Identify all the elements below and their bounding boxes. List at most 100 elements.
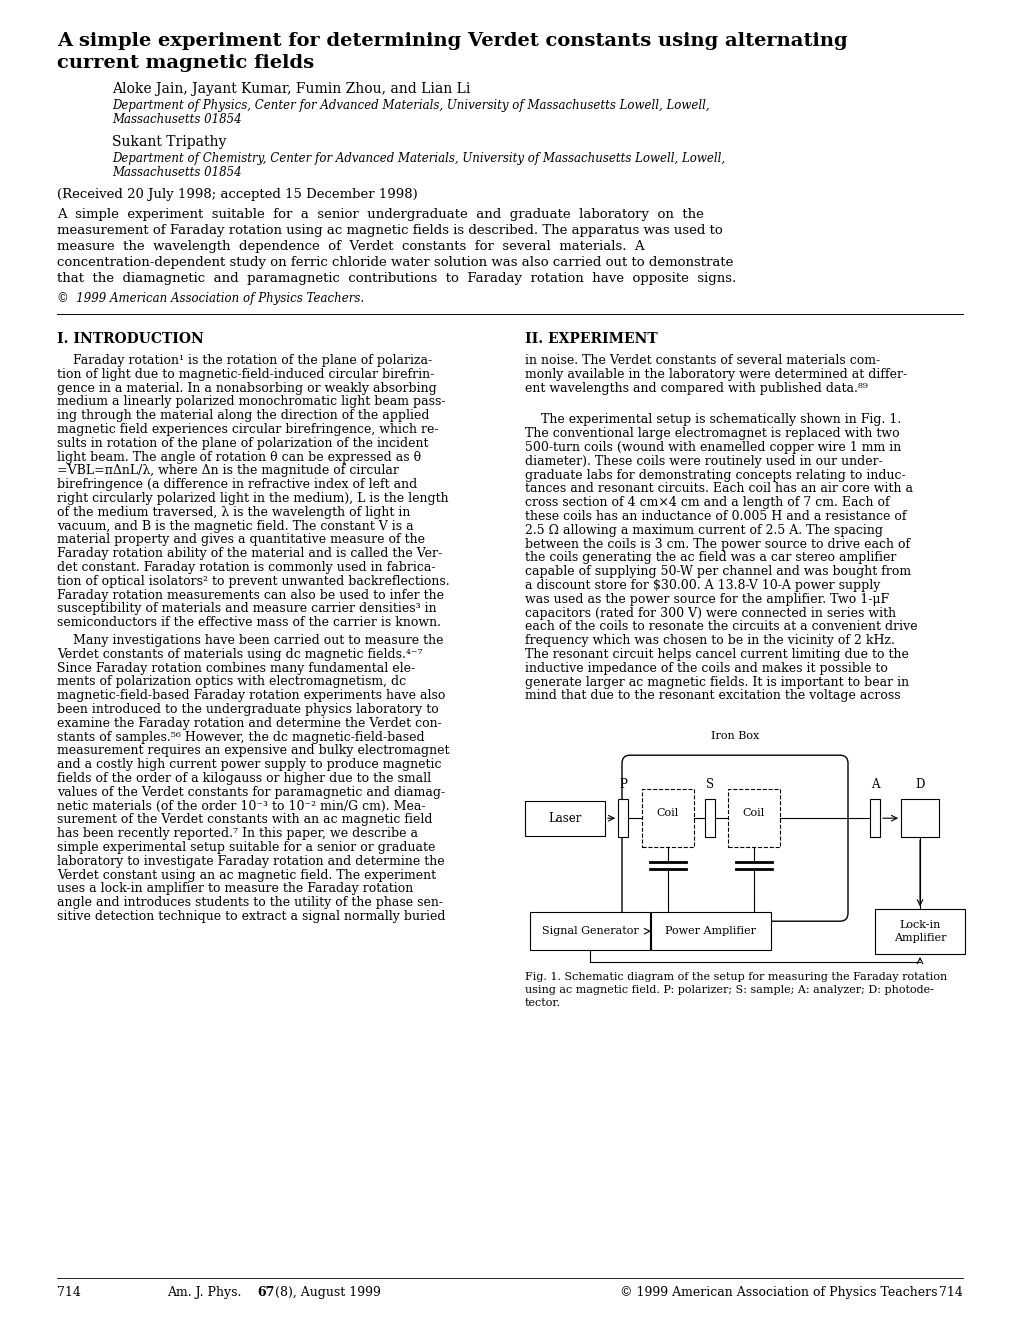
Bar [869, 799, 879, 837]
Text: mind that due to the resonant excitation the voltage across: mind that due to the resonant excitation… [525, 689, 900, 702]
Text: susceptibility of materials and measure carrier densities³ in: susceptibility of materials and measure … [57, 602, 436, 615]
Text: stants of samples.⁵⁶ However, the dc magnetic-field-based: stants of samples.⁵⁶ However, the dc mag… [57, 730, 424, 743]
Text: fields of the order of a kilogauss or higher due to the small: fields of the order of a kilogauss or hi… [57, 772, 431, 785]
Text: Sukant Tripathy: Sukant Tripathy [112, 135, 226, 149]
Text: Coil: Coil [656, 808, 679, 818]
Text: the coils generating the ac field was a car stereo amplifier: the coils generating the ac field was a … [525, 552, 896, 565]
Text: each of the coils to resonate the circuits at a convenient drive: each of the coils to resonate the circui… [525, 620, 917, 634]
Text: (8), August 1999: (8), August 1999 [271, 1286, 380, 1299]
Text: vacuum, and B is the magnetic field. The constant V is a: vacuum, and B is the magnetic field. The… [57, 520, 414, 532]
Text: and a costly high current power supply to produce magnetic: and a costly high current power supply t… [57, 758, 441, 771]
Text: that  the  diamagnetic  and  paramagnetic  contributions  to  Faraday  rotation : that the diamagnetic and paramagnetic co… [57, 272, 736, 285]
Bar [728, 789, 780, 847]
Text: was used as the power source for the amplifier. Two 1-μF: was used as the power source for the amp… [525, 593, 889, 606]
Text: has been recently reported.⁷ In this paper, we describe a: has been recently reported.⁷ In this pap… [57, 828, 418, 841]
Text: measure  the  wavelength  dependence  of  Verdet  constants  for  several  mater: measure the wavelength dependence of Ver… [57, 240, 644, 253]
Text: det constant. Faraday rotation is commonly used in fabrica-: det constant. Faraday rotation is common… [57, 561, 435, 574]
Text: a discount store for $30.00. A 13.8-V 10-A power supply: a discount store for $30.00. A 13.8-V 10… [525, 579, 879, 591]
Text: in noise. The Verdet constants of several materials com-: in noise. The Verdet constants of severa… [525, 354, 879, 367]
Text: netic materials (of the order 10⁻³ to 10⁻² min/G cm). Mea-: netic materials (of the order 10⁻³ to 10… [57, 800, 425, 813]
Text: Since Faraday rotation combines many fundamental ele-: Since Faraday rotation combines many fun… [57, 661, 415, 675]
Text: (Received 20 July 1998; accepted 15 December 1998): (Received 20 July 1998; accepted 15 Dece… [57, 187, 418, 201]
Text: tances and resonant circuits. Each coil has an air core with a: tances and resonant circuits. Each coil … [525, 482, 912, 495]
Text: these coils has an inductance of 0.005 H and a resistance of: these coils has an inductance of 0.005 H… [525, 510, 906, 523]
Text: values of the Verdet constants for paramagnetic and diamag-: values of the Verdet constants for param… [57, 785, 444, 799]
Text: Laser: Laser [548, 812, 581, 825]
Text: cross section of 4 cm×4 cm and a length of 7 cm. Each of: cross section of 4 cm×4 cm and a length … [525, 496, 889, 510]
Text: Fig. 1. Schematic diagram of the setup for measuring the Faraday rotation: Fig. 1. Schematic diagram of the setup f… [525, 973, 947, 982]
Text: measurement requires an expensive and bulky electromagnet: measurement requires an expensive and bu… [57, 744, 449, 758]
Text: Verdet constants of materials using dc magnetic fields.⁴⁻⁷: Verdet constants of materials using dc m… [57, 648, 422, 661]
Bar [641, 789, 693, 847]
Text: tion of light due to magnetic-field-induced circular birefrin-: tion of light due to magnetic-field-indu… [57, 368, 434, 380]
Text: P: P [619, 779, 627, 791]
Text: capacitors (rated for 300 V) were connected in series with: capacitors (rated for 300 V) were connec… [525, 607, 896, 619]
Text: simple experimental setup suitable for a senior or graduate: simple experimental setup suitable for a… [57, 841, 435, 854]
Text: uses a lock-in amplifier to measure the Faraday rotation: uses a lock-in amplifier to measure the … [57, 882, 413, 895]
Text: © 1999 American Association of Physics Teachers: © 1999 American Association of Physics T… [620, 1286, 936, 1299]
Text: generate larger ac magnetic fields. It is important to bear in: generate larger ac magnetic fields. It i… [525, 676, 908, 689]
Text: light beam. The angle of rotation θ can be expressed as θ: light beam. The angle of rotation θ can … [57, 450, 421, 463]
Text: The resonant circuit helps cancel current limiting due to the: The resonant circuit helps cancel curren… [525, 648, 908, 661]
Text: medium a linearly polarized monochromatic light beam pass-: medium a linearly polarized monochromati… [57, 396, 445, 408]
Text: 500-turn coils (wound with enamelled copper wire 1 mm in: 500-turn coils (wound with enamelled cop… [525, 441, 901, 454]
Text: 2.5 Ω allowing a maximum current of 2.5 A. The spacing: 2.5 Ω allowing a maximum current of 2.5 … [525, 524, 882, 537]
Text: 714: 714 [938, 1286, 962, 1299]
Text: Department of Chemistry, Center for Advanced Materials, University of Massachuse: Department of Chemistry, Center for Adva… [112, 152, 725, 165]
Text: ©  1999 American Association of Physics Teachers.: © 1999 American Association of Physics T… [57, 292, 364, 305]
Bar [530, 912, 649, 950]
Text: using ac magnetic field. P: polarizer; S: sample; A: analyzer; D: photode-: using ac magnetic field. P: polarizer; S… [525, 985, 933, 995]
Text: I. INTRODUCTION: I. INTRODUCTION [57, 333, 204, 346]
Bar [900, 799, 938, 837]
Text: Faraday rotation measurements can also be used to infer the: Faraday rotation measurements can also b… [57, 589, 443, 602]
Text: 67: 67 [257, 1286, 274, 1299]
Bar [874, 909, 964, 954]
Text: Am. J. Phys.: Am. J. Phys. [167, 1286, 246, 1299]
Text: examine the Faraday rotation and determine the Verdet con-: examine the Faraday rotation and determi… [57, 717, 441, 730]
Text: Aloke Jain, Jayant Kumar, Fumin Zhou, and Lian Li: Aloke Jain, Jayant Kumar, Fumin Zhou, an… [112, 82, 470, 96]
Text: concentration-dependent study on ferric chloride water solution was also carried: concentration-dependent study on ferric … [57, 256, 733, 269]
Text: A simple experiment for determining Verdet constants using alternating: A simple experiment for determining Verd… [57, 32, 847, 50]
Text: Department of Physics, Center for Advanced Materials, University of Massachusett: Department of Physics, Center for Advanc… [112, 99, 709, 112]
Text: graduate labs for demonstrating concepts relating to induc-: graduate labs for demonstrating concepts… [525, 469, 905, 482]
Text: ing through the material along the direction of the applied: ing through the material along the direc… [57, 409, 429, 422]
Bar [618, 799, 628, 837]
Text: ent wavelengths and compared with published data.⁸⁹: ent wavelengths and compared with publis… [525, 381, 867, 395]
Bar [704, 799, 714, 837]
Text: Iron Box: Iron Box [710, 731, 758, 742]
Text: The experimental setup is schematically shown in Fig. 1.: The experimental setup is schematically … [525, 413, 901, 426]
Text: II. EXPERIMENT: II. EXPERIMENT [525, 333, 657, 346]
Text: sults in rotation of the plane of polarization of the incident: sults in rotation of the plane of polari… [57, 437, 428, 450]
Text: Power Amplifier: Power Amplifier [664, 927, 756, 936]
Text: material property and gives a quantitative measure of the: material property and gives a quantitati… [57, 533, 425, 546]
Text: ments of polarization optics with electromagnetism, dc: ments of polarization optics with electr… [57, 676, 406, 689]
Text: frequency which was chosen to be in the vicinity of 2 kHz.: frequency which was chosen to be in the … [525, 634, 894, 647]
Text: Coil: Coil [742, 808, 764, 818]
Text: Verdet constant using an ac magnetic field. The experiment: Verdet constant using an ac magnetic fie… [57, 869, 436, 882]
Bar [650, 912, 770, 950]
Text: inductive impedance of the coils and makes it possible to: inductive impedance of the coils and mak… [525, 661, 887, 675]
Text: angle and introduces students to the utility of the phase sen-: angle and introduces students to the uti… [57, 896, 442, 909]
Text: between the coils is 3 cm. The power source to drive each of: between the coils is 3 cm. The power sou… [525, 537, 909, 550]
Text: current magnetic fields: current magnetic fields [57, 54, 314, 73]
Text: monly available in the laboratory were determined at differ-: monly available in the laboratory were d… [525, 368, 906, 380]
Text: right circularly polarized light in the medium), L is the length: right circularly polarized light in the … [57, 492, 448, 506]
Text: diameter). These coils were routinely used in our under-: diameter). These coils were routinely us… [525, 455, 881, 467]
Text: been introduced to the undergraduate physics laboratory to: been introduced to the undergraduate phy… [57, 704, 438, 715]
Text: Many investigations have been carried out to measure the: Many investigations have been carried ou… [57, 634, 443, 647]
Bar [525, 801, 604, 836]
Text: gence in a material. In a nonabsorbing or weakly absorbing: gence in a material. In a nonabsorbing o… [57, 381, 436, 395]
Text: measurement of Faraday rotation using ac magnetic fields is described. The appar: measurement of Faraday rotation using ac… [57, 224, 722, 238]
Text: S: S [705, 779, 713, 791]
Text: surement of the Verdet constants with an ac magnetic field: surement of the Verdet constants with an… [57, 813, 432, 826]
Text: 714: 714 [57, 1286, 81, 1299]
Text: semiconductors if the effective mass of the carrier is known.: semiconductors if the effective mass of … [57, 616, 440, 630]
Text: Massachusetts 01854: Massachusetts 01854 [112, 166, 242, 180]
Text: laboratory to investigate Faraday rotation and determine the: laboratory to investigate Faraday rotati… [57, 855, 444, 867]
Text: capable of supplying 50-W per channel and was bought from: capable of supplying 50-W per channel an… [525, 565, 910, 578]
Text: =VBL=πΔnL/λ, where Δn is the magnitude of circular: =VBL=πΔnL/λ, where Δn is the magnitude o… [57, 465, 398, 478]
Text: Massachusetts 01854: Massachusetts 01854 [112, 114, 242, 125]
Text: A  simple  experiment  suitable  for  a  senior  undergraduate  and  graduate  l: A simple experiment suitable for a senio… [57, 209, 703, 220]
Text: The conventional large electromagnet is replaced with two: The conventional large electromagnet is … [525, 428, 899, 440]
Text: sitive detection technique to extract a signal normally buried: sitive detection technique to extract a … [57, 909, 445, 923]
